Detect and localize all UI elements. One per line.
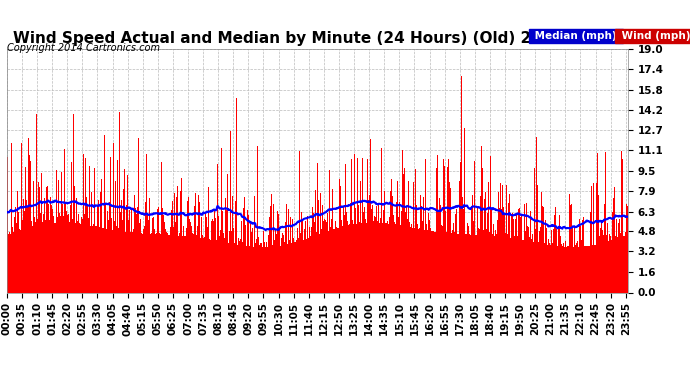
Text: Wind Speed Actual and Median by Minute (24 Hours) (Old) 20140327: Wind Speed Actual and Median by Minute (… — [13, 31, 606, 46]
Text: Wind (mph): Wind (mph) — [618, 32, 690, 41]
Text: Median (mph): Median (mph) — [531, 32, 620, 41]
Text: Copyright 2014 Cartronics.com: Copyright 2014 Cartronics.com — [7, 43, 160, 52]
